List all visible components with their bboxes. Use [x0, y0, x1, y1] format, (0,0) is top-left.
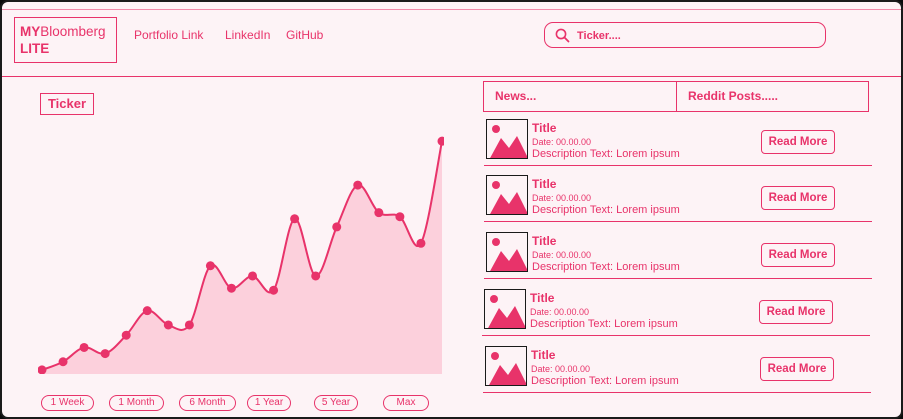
ticker-label: Ticker: [40, 93, 94, 115]
news-title[interactable]: Title: [530, 291, 555, 305]
price-chart: [38, 136, 445, 374]
chart-point[interactable]: [205, 261, 215, 271]
news-divider: [483, 392, 871, 393]
logo[interactable]: MYBloomberg LITE: [14, 17, 117, 63]
news-description: Description Text: Lorem ipsum: [532, 148, 680, 160]
chart-points: [38, 136, 445, 374]
read-more-button[interactable]: Read More: [760, 357, 834, 381]
news-description: Description Text: Lorem ipsum: [532, 204, 680, 216]
range-5-year-button[interactable]: 5 Year: [314, 395, 358, 411]
list-item: Title Date: 00.00.00 Description Text: Lor…: [484, 230, 874, 284]
search-input[interactable]: [577, 27, 817, 44]
news-date: Date: 00.00.00: [532, 137, 592, 147]
chart-point[interactable]: [374, 208, 384, 218]
chart-point[interactable]: [290, 214, 300, 224]
chart-point[interactable]: [311, 271, 321, 281]
chart-point[interactable]: [79, 342, 89, 352]
chart-point[interactable]: [416, 238, 426, 248]
nav-portfolio-link[interactable]: Portfolio Link: [134, 28, 204, 42]
chart-point[interactable]: [226, 283, 236, 293]
list-item: Title Date: 00.00.00 Description Text: Lor…: [482, 287, 872, 341]
search-icon: [555, 28, 570, 43]
list-item: Title Date: 00.00.00 Description Text: Lor…: [483, 344, 873, 398]
logo-line2: LITE: [20, 41, 50, 56]
news-title[interactable]: Title: [532, 177, 557, 191]
read-more-button[interactable]: Read More: [761, 243, 835, 267]
news-title[interactable]: Title: [531, 348, 556, 362]
range-1-month-button[interactable]: 1 Month: [109, 395, 164, 411]
news-divider: [484, 165, 872, 166]
chart-point[interactable]: [437, 136, 445, 146]
news-title[interactable]: Title: [532, 121, 557, 135]
chart-point[interactable]: [332, 222, 342, 232]
news-divider: [484, 221, 872, 222]
image-placeholder-icon: [485, 346, 527, 386]
chart-point[interactable]: [395, 212, 405, 222]
tab-reddit-posts[interactable]: Reddit Posts.....: [676, 81, 869, 112]
image-placeholder-icon: [484, 289, 526, 329]
chart-point[interactable]: [353, 180, 363, 190]
chart-point[interactable]: [58, 357, 68, 367]
news-divider: [484, 278, 872, 279]
logo-bold: MY: [20, 24, 41, 39]
news-description: Description Text: Lorem ipsum: [532, 261, 680, 273]
range-max-button[interactable]: Max: [383, 395, 429, 411]
news-description: Description Text: Lorem ipsum: [531, 375, 679, 387]
header-divider: [2, 76, 901, 77]
range-1-week-button[interactable]: 1 Week: [41, 395, 94, 411]
list-item: Title Date: 00.00.00 Description Text: Lor…: [484, 117, 874, 171]
chart-point[interactable]: [38, 365, 47, 374]
news-date: Date: 00.00.00: [531, 364, 591, 374]
read-more-button[interactable]: Read More: [759, 300, 833, 324]
chart-point[interactable]: [121, 330, 131, 340]
chart-point[interactable]: [100, 349, 110, 359]
range-6-month-button[interactable]: 6 Month: [179, 395, 236, 411]
tab-news[interactable]: News...: [483, 81, 677, 112]
news-divider: [482, 335, 870, 336]
news-date: Date: 00.00.00: [530, 307, 590, 317]
news-date: Date: 00.00.00: [532, 193, 592, 203]
range-1-year-button[interactable]: 1 Year: [247, 395, 291, 411]
news-description: Description Text: Lorem ipsum: [530, 318, 678, 330]
nav-github-link[interactable]: GitHub: [286, 28, 324, 42]
list-item: Title Date: 00.00.00 Description Text: Lor…: [484, 173, 874, 227]
image-placeholder-icon: [486, 119, 528, 159]
image-placeholder-icon: [486, 175, 528, 215]
logo-text: Bloomberg: [40, 24, 106, 39]
news-date: Date: 00.00.00: [532, 250, 592, 260]
chart-point[interactable]: [248, 271, 258, 281]
chart-point[interactable]: [184, 320, 194, 330]
news-title[interactable]: Title: [532, 234, 557, 248]
chart-area-fill: [42, 141, 442, 374]
nav-linkedin-link[interactable]: LinkedIn: [225, 28, 271, 42]
read-more-button[interactable]: Read More: [761, 130, 835, 154]
image-placeholder-icon: [486, 232, 528, 272]
chart-point[interactable]: [163, 320, 173, 330]
chart-point[interactable]: [142, 306, 152, 316]
chart-point[interactable]: [269, 285, 279, 295]
read-more-button[interactable]: Read More: [761, 186, 835, 210]
top-divider: [2, 9, 901, 10]
search-bar[interactable]: [544, 22, 826, 48]
